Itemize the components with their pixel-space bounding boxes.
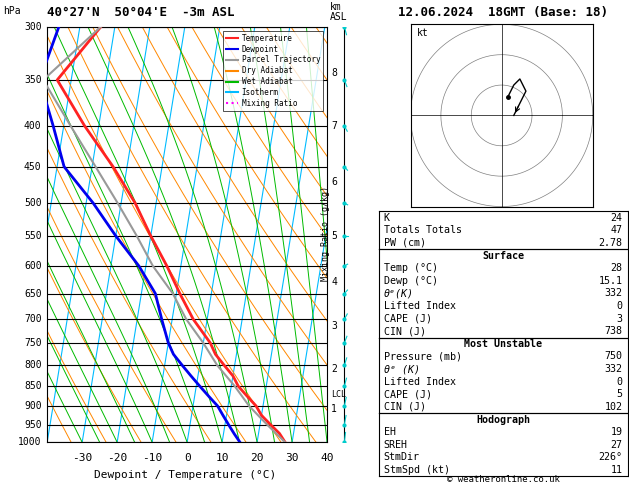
- Text: 12.06.2024  18GMT (Base: 18): 12.06.2024 18GMT (Base: 18): [398, 6, 608, 19]
- Text: LCL: LCL: [331, 390, 347, 399]
- Text: 27: 27: [611, 440, 623, 450]
- Text: 7: 7: [331, 121, 337, 131]
- Text: 650: 650: [24, 289, 42, 298]
- Text: 28: 28: [611, 263, 623, 273]
- Text: 0: 0: [184, 452, 191, 463]
- Text: CAPE (J): CAPE (J): [384, 389, 431, 399]
- Text: 4: 4: [331, 277, 337, 287]
- Text: 40: 40: [320, 452, 334, 463]
- Text: 2: 2: [331, 364, 337, 374]
- Text: Dewp (°C): Dewp (°C): [384, 276, 438, 286]
- Text: 5: 5: [331, 231, 337, 241]
- Text: hPa: hPa: [3, 6, 21, 16]
- Text: 750: 750: [604, 351, 623, 362]
- Text: km: km: [330, 2, 342, 13]
- Text: 332: 332: [604, 288, 623, 298]
- Text: 1: 1: [331, 403, 337, 414]
- Text: 900: 900: [24, 401, 42, 411]
- Text: 3: 3: [331, 321, 337, 331]
- Text: 600: 600: [24, 261, 42, 271]
- Text: K: K: [384, 213, 390, 223]
- Text: Pressure (mb): Pressure (mb): [384, 351, 462, 362]
- Text: Lifted Index: Lifted Index: [384, 301, 455, 311]
- Text: Hodograph: Hodograph: [476, 415, 530, 425]
- Text: 750: 750: [24, 338, 42, 348]
- Text: CIN (J): CIN (J): [384, 326, 426, 336]
- Text: Dewpoint / Temperature (°C): Dewpoint / Temperature (°C): [94, 470, 277, 480]
- Text: 10: 10: [215, 452, 229, 463]
- Text: 8: 8: [331, 68, 337, 78]
- Text: 19: 19: [611, 427, 623, 437]
- Text: 226°: 226°: [599, 452, 623, 462]
- Text: StmDir: StmDir: [384, 452, 420, 462]
- Text: Most Unstable: Most Unstable: [464, 339, 542, 349]
- Text: Surface: Surface: [482, 251, 524, 260]
- Text: -20: -20: [107, 452, 127, 463]
- Text: EH: EH: [384, 427, 396, 437]
- Text: PW (cm): PW (cm): [384, 238, 426, 248]
- Text: 0: 0: [616, 377, 623, 387]
- Text: 40°27'N  50°04'E  -3m ASL: 40°27'N 50°04'E -3m ASL: [47, 6, 235, 19]
- Text: kt: kt: [416, 29, 428, 38]
- Text: 300: 300: [24, 22, 42, 32]
- Text: 102: 102: [604, 402, 623, 412]
- Text: 24: 24: [611, 213, 623, 223]
- Text: 30: 30: [286, 452, 299, 463]
- Text: 450: 450: [24, 162, 42, 172]
- Text: 20: 20: [250, 452, 264, 463]
- Text: 332: 332: [604, 364, 623, 374]
- Text: 700: 700: [24, 314, 42, 324]
- Text: 550: 550: [24, 231, 42, 241]
- Text: Lifted Index: Lifted Index: [384, 377, 455, 387]
- Text: © weatheronline.co.uk: © weatheronline.co.uk: [447, 474, 560, 484]
- Text: CIN (J): CIN (J): [384, 402, 426, 412]
- Text: 6: 6: [331, 177, 337, 187]
- Text: -10: -10: [142, 452, 162, 463]
- Text: Temp (°C): Temp (°C): [384, 263, 438, 273]
- Text: 1000: 1000: [18, 437, 42, 447]
- Text: CAPE (J): CAPE (J): [384, 313, 431, 324]
- Text: 950: 950: [24, 419, 42, 430]
- Text: 350: 350: [24, 75, 42, 85]
- Text: 47: 47: [611, 226, 623, 235]
- Text: 2.78: 2.78: [599, 238, 623, 248]
- Text: θᵉ (K): θᵉ (K): [384, 364, 420, 374]
- Text: θᵉ(K): θᵉ(K): [384, 288, 414, 298]
- Text: ASL: ASL: [330, 12, 348, 22]
- Text: 400: 400: [24, 121, 42, 131]
- Text: 5: 5: [616, 389, 623, 399]
- Text: 3: 3: [616, 313, 623, 324]
- Text: 800: 800: [24, 360, 42, 370]
- Text: 15.1: 15.1: [599, 276, 623, 286]
- Text: StmSpd (kt): StmSpd (kt): [384, 465, 450, 475]
- Text: 0: 0: [616, 301, 623, 311]
- Legend: Temperature, Dewpoint, Parcel Trajectory, Dry Adiabat, Wet Adiabat, Isotherm, Mi: Temperature, Dewpoint, Parcel Trajectory…: [223, 31, 323, 111]
- Text: SREH: SREH: [384, 440, 408, 450]
- Text: Totals Totals: Totals Totals: [384, 226, 462, 235]
- Text: 500: 500: [24, 198, 42, 208]
- Text: -30: -30: [72, 452, 92, 463]
- Text: 11: 11: [611, 465, 623, 475]
- Text: 850: 850: [24, 381, 42, 391]
- Text: Mixing Ratio (g/kg): Mixing Ratio (g/kg): [321, 186, 330, 281]
- Text: 738: 738: [604, 326, 623, 336]
